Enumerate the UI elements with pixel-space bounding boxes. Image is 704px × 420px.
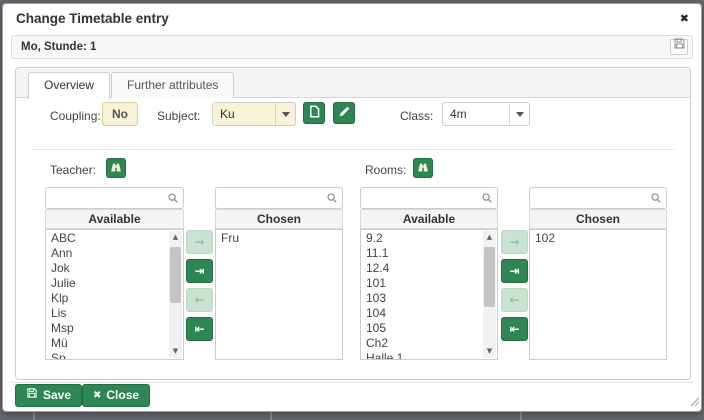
list-item[interactable]: 11.1 [366,246,389,260]
rooms-available-search [360,187,498,209]
scroll-up-icon[interactable]: ▲ [172,233,179,241]
scroll-down-icon[interactable]: ▼ [486,347,493,355]
dialog-title-bar: Change Timetable entry ✖ [3,4,701,34]
teacher-search-button[interactable] [106,158,126,178]
teacher-remove-button[interactable]: ← [186,288,213,312]
teacher-remove-all-button[interactable]: ⇤ [186,317,213,341]
teacher-label: Teacher: [50,163,97,177]
rooms-label: Rooms: [365,163,407,177]
search-icon [167,192,179,207]
scroll-up-icon[interactable]: ▲ [486,233,493,241]
scrollbar[interactable]: ▲ ▼ [483,231,496,358]
quick-save-button[interactable] [670,36,688,58]
dialog-title: Change Timetable entry [16,11,169,26]
teacher-chosen-search [215,187,343,209]
search-input[interactable] [534,188,646,208]
teacher-available-header: Available [45,209,184,229]
floppy-disk-icon [673,36,686,58]
scrollbar-thumb[interactable] [484,247,495,307]
search-icon [326,192,338,207]
class-select-value: 4m [450,107,467,121]
resize-handle-icon[interactable] [689,395,700,409]
binoculars-icon [110,161,122,176]
close-x-icon: ✖ [93,390,102,401]
rooms-chosen-search [529,187,667,209]
teacher-available-search [45,187,184,209]
coupling-label: Coupling: [50,109,101,123]
rooms-add-all-button[interactable]: ⇥ [501,259,528,283]
scroll-down-icon[interactable]: ▼ [172,347,179,355]
background-grid-line [520,411,522,420]
list-item[interactable]: 102 [535,231,556,245]
list-item[interactable]: Lis [51,306,67,320]
background-grid-line [33,411,35,420]
tab-further-attributes[interactable]: Further attributes [111,72,235,98]
list-item[interactable]: Klp [51,291,69,305]
rooms-search-button[interactable] [413,158,433,178]
teacher-chosen-header: Chosen [215,209,343,229]
search-icon [650,192,662,207]
subject-label: Subject: [157,109,201,123]
search-input[interactable] [50,188,163,208]
close-button-label: Close [106,388,140,402]
new-subject-button[interactable] [303,102,325,124]
search-input[interactable] [220,188,322,208]
class-select[interactable]: 4m [442,102,530,126]
teacher-chosen-list[interactable]: Fru [215,229,343,360]
list-item[interactable]: 9.2 [366,231,383,245]
footer-divider [11,382,693,383]
tab-overview[interactable]: Overview [28,72,111,99]
floppy-disk-icon [26,385,38,406]
list-item[interactable]: Ann [51,246,73,260]
teacher-add-all-button[interactable]: ⇥ [186,259,213,283]
list-item[interactable]: Halle 1 [366,351,404,359]
list-item[interactable]: Ch2 [366,336,389,350]
tab-panel: Overview Further attributes Coupling: No… [15,67,691,380]
rooms-add-button[interactable]: → [501,230,528,254]
save-button-label: Save [43,388,72,402]
list-item[interactable]: Sp [51,351,66,359]
list-item[interactable]: Fru [221,231,239,245]
search-input[interactable] [365,188,477,208]
subject-select[interactable]: Ku [212,102,296,126]
teacher-add-button[interactable]: → [186,230,213,254]
list-item[interactable]: 104 [366,306,387,320]
subject-select-value: Ku [220,107,235,121]
period-info-text: Mo, Stunde: 1 [21,41,97,53]
background-grid-line [270,411,272,420]
save-button[interactable]: Save [15,384,83,407]
rooms-remove-button[interactable]: ← [501,288,528,312]
edit-pencil-icon [338,105,351,121]
close-button[interactable]: ✖ Close [82,384,151,407]
rooms-chosen-header: Chosen [529,209,667,229]
list-item[interactable]: 105 [366,321,387,335]
period-info-bar: Mo, Stunde: 1 [11,35,693,59]
teacher-available-list[interactable]: ABC Ann Jok Julie Klp Lis Msp Mü Sp ▲ ▼ [45,229,184,360]
scrollbar[interactable]: ▲ ▼ [169,231,182,358]
rooms-available-header: Available [360,209,498,229]
close-icon[interactable]: ✖ [679,13,689,25]
binoculars-icon [417,161,429,176]
list-item[interactable]: 12.4 [366,261,390,275]
list-item[interactable]: Msp [51,321,74,335]
list-item[interactable]: Jok [51,261,70,275]
change-timetable-dialog: Change Timetable entry ✖ Mo, Stunde: 1 O… [2,3,702,412]
rooms-chosen-list[interactable]: 102 [529,229,667,360]
rooms-available-list[interactable]: 9.2 11.1 12.4 101 103 104 105 Ch2 Halle 1 ▲ ▼ [360,229,498,360]
chevron-down-icon [509,103,529,125]
search-icon [481,192,493,207]
class-label: Class: [400,109,434,123]
coupling-no-button[interactable]: No [102,102,138,126]
list-item[interactable]: 101 [366,276,387,290]
divider [32,149,674,150]
list-item[interactable]: 103 [366,291,387,305]
list-item[interactable]: ABC [51,231,76,245]
scrollbar-thumb[interactable] [170,247,181,303]
chevron-down-icon [275,103,295,125]
rooms-remove-all-button[interactable]: ⇤ [501,317,528,341]
edit-subject-button[interactable] [333,102,355,124]
list-item[interactable]: Julie [51,276,76,290]
list-item[interactable]: Mü [51,336,68,350]
new-document-icon [308,105,321,121]
